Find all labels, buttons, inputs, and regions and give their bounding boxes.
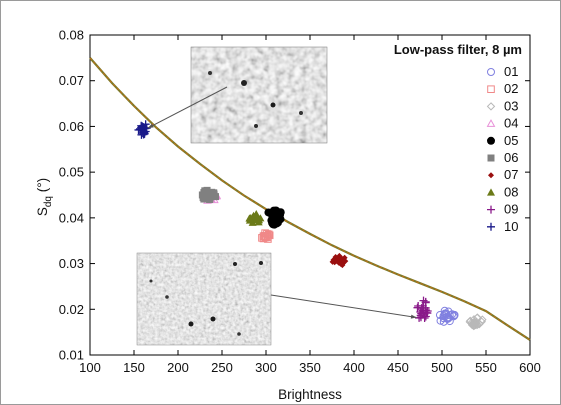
data-point-02 (258, 234, 266, 242)
y-axis-ticks: 0.01 0.02 0.03 0.04 0.05 0.06 0.07 0.08 (59, 28, 530, 363)
legend-label-05: 05 (504, 133, 518, 148)
data-point-07 (341, 258, 348, 265)
data-point-02 (259, 232, 268, 240)
x-tick-label: 600 (519, 360, 541, 375)
x-tick-label: 300 (255, 360, 277, 375)
legend-label-06: 06 (504, 150, 518, 165)
y-tick-label: 0.05 (59, 165, 84, 180)
data-point-10 (137, 124, 146, 133)
data-point-08 (253, 215, 262, 223)
legend-label-02: 02 (504, 81, 518, 96)
data-point-06 (201, 187, 209, 195)
data-point-01 (439, 312, 448, 321)
series-10 (134, 120, 151, 139)
legend-marker-10 (487, 222, 495, 231)
data-point-06 (206, 194, 214, 202)
series-09 (413, 296, 432, 322)
series-02 (258, 229, 274, 243)
x-tick-label: 550 (475, 360, 497, 375)
y-tick-label: 0.07 (59, 73, 84, 88)
y-tick-label: 0.03 (59, 256, 84, 271)
x-axis-ticks: 100 150 200 250 300 350 400 450 500 550 600 (79, 35, 541, 375)
y-axis-label-unit: (°) (35, 178, 50, 196)
data-point-03 (470, 321, 479, 330)
data-point-03 (478, 315, 487, 324)
x-tick-label: 250 (211, 360, 233, 375)
legend-label-01: 01 (504, 64, 518, 79)
inset-arrowhead-lower (410, 314, 417, 319)
y-tick-label: 0.04 (59, 210, 84, 225)
data-point-07 (336, 256, 343, 263)
data-point-05 (272, 206, 281, 215)
legend-marker-04 (486, 119, 496, 127)
data-point-06 (207, 189, 215, 197)
inset-arrow-lower (270, 294, 417, 319)
data-point-09 (417, 304, 426, 313)
legend-marker-02 (487, 85, 495, 94)
chart-title: Low-pass filter, 8 µm (394, 42, 522, 57)
y-axis-label: Sdq (°) (35, 178, 54, 216)
legend-marker-05 (487, 136, 495, 145)
data-point-09 (420, 313, 429, 322)
legend-marker-03 (486, 102, 496, 111)
series-06 (198, 186, 219, 204)
x-tick-label: 200 (167, 360, 189, 375)
data-point-01 (443, 313, 452, 322)
legend-label-10: 10 (504, 219, 518, 234)
x-axis-label: Brightness (278, 387, 342, 402)
data-point-09 (421, 298, 430, 307)
legend-marker-06 (487, 154, 495, 162)
fit-curve-dash (89, 57, 531, 341)
inset-image-lower (136, 252, 272, 346)
inset-image-upper (190, 46, 328, 144)
y-tick-label: 0.01 (59, 348, 84, 363)
x-tick-label: 500 (431, 360, 453, 375)
data-point-08 (252, 209, 261, 218)
y-tick-label: 0.02 (59, 302, 84, 317)
data-point-02 (263, 233, 272, 242)
y-axis-label-sub: dq (43, 196, 54, 207)
inset-arrowhead-upper (147, 123, 154, 129)
x-tick-label: 150 (123, 360, 145, 375)
inset-arrow-upper (147, 86, 228, 129)
legend-marker-09 (487, 205, 495, 214)
data-points (134, 120, 487, 331)
data-point-09 (419, 309, 428, 318)
legend-marker-01 (487, 68, 495, 76)
data-point-06 (200, 195, 208, 203)
legend-marker-08 (487, 188, 495, 196)
data-point-09 (423, 306, 432, 315)
legend-label-04: 04 (504, 116, 518, 131)
legend-label-09: 09 (504, 202, 518, 217)
x-tick-label: 400 (343, 360, 365, 375)
y-tick-label: 0.08 (59, 28, 84, 43)
data-point-06 (211, 193, 219, 201)
series-08 (245, 209, 265, 226)
data-point-08 (245, 214, 254, 222)
data-point-05 (264, 208, 273, 217)
legend-label-03: 03 (504, 98, 518, 113)
data-point-07 (336, 252, 343, 259)
x-tick-label: 100 (79, 360, 101, 375)
x-tick-label: 350 (299, 360, 321, 375)
y-tick-label: 0.06 (59, 119, 84, 134)
x-tick-label: 450 (387, 360, 409, 375)
legend-label-08: 08 (504, 184, 518, 199)
legend-label-07: 07 (504, 167, 518, 182)
y-axis-label-main: S (35, 207, 50, 216)
series-07 (329, 252, 349, 269)
series-03 (465, 313, 487, 331)
data-point-03 (465, 317, 474, 327)
data-point-07 (339, 262, 346, 269)
series-05 (264, 206, 285, 229)
data-point-10 (139, 123, 148, 132)
series-01 (435, 306, 459, 326)
data-point-05 (267, 216, 276, 225)
legend-marker-07 (488, 172, 494, 179)
legend: 01 02 03 04 05 06 07 08 09 10 (486, 64, 518, 234)
